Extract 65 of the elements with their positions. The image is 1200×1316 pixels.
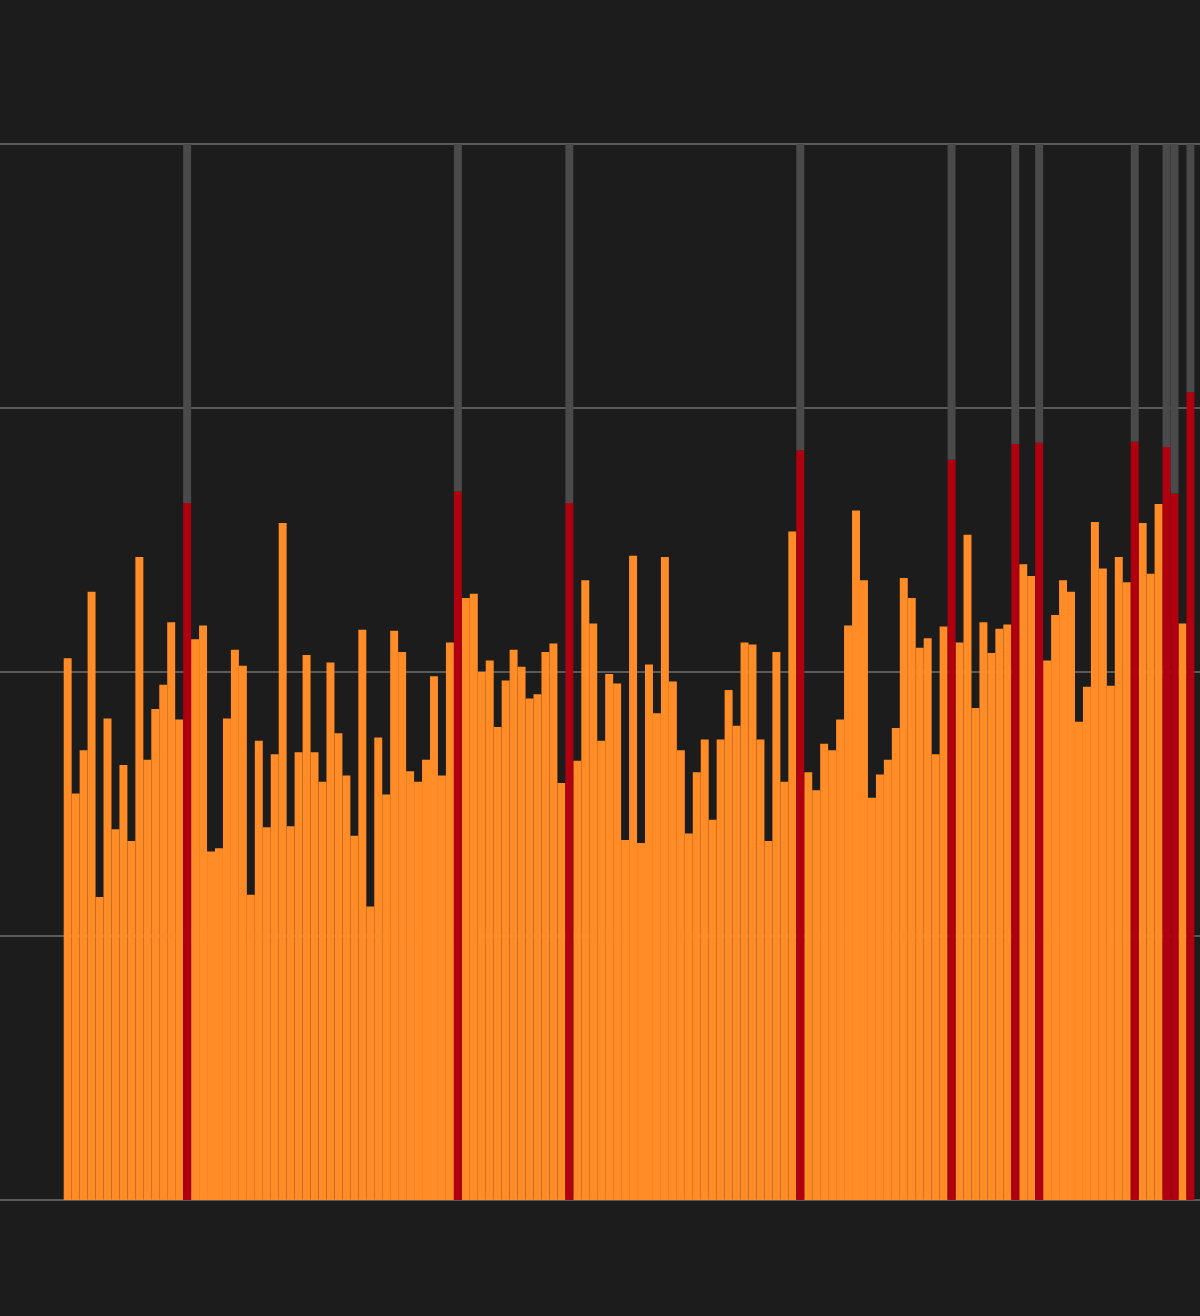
- bar: [1003, 624, 1012, 1200]
- bar: [549, 643, 558, 1200]
- bar: [796, 143, 805, 451]
- bar: [947, 459, 956, 1200]
- bar: [183, 503, 192, 1200]
- bar: [979, 622, 988, 1200]
- bar: [700, 739, 709, 1200]
- bar: [581, 580, 590, 1200]
- bar: [358, 629, 367, 1200]
- bar: [1130, 143, 1139, 442]
- bar: [565, 503, 574, 1200]
- bar: [1059, 580, 1068, 1200]
- bar: [390, 630, 399, 1200]
- bar: [1035, 143, 1044, 443]
- bar: [939, 626, 948, 1200]
- bar: [541, 651, 550, 1200]
- bar: [485, 660, 494, 1200]
- bar: [1154, 504, 1163, 1200]
- bar: [660, 556, 669, 1200]
- bar: [899, 578, 908, 1200]
- bar: [199, 625, 208, 1200]
- bar: [740, 642, 749, 1200]
- bar: [923, 638, 932, 1200]
- bar: [995, 628, 1004, 1200]
- bar: [453, 491, 462, 1200]
- bar: [804, 772, 813, 1200]
- bar: [788, 531, 797, 1200]
- bar: [63, 658, 72, 1200]
- bar: [445, 642, 454, 1200]
- bar: [230, 649, 239, 1200]
- bar: [326, 662, 335, 1200]
- bar: [254, 740, 263, 1200]
- bar: [453, 143, 462, 492]
- bar: [1035, 442, 1044, 1200]
- bar: [469, 593, 478, 1200]
- bar: [1186, 143, 1195, 393]
- bar: [1090, 522, 1099, 1200]
- bar: [796, 450, 805, 1200]
- bar: [1130, 441, 1139, 1200]
- bar: [183, 143, 192, 504]
- bar: [119, 764, 128, 1200]
- bar: [87, 591, 96, 1200]
- bar: [167, 622, 176, 1200]
- bar: [724, 689, 733, 1200]
- bar: [374, 737, 383, 1200]
- bar: [1138, 523, 1147, 1200]
- bar: [1170, 143, 1179, 494]
- bar: [1019, 564, 1028, 1200]
- bar: [135, 556, 144, 1200]
- bar: [820, 743, 829, 1200]
- bar: [509, 649, 518, 1200]
- bar: [1162, 447, 1171, 1200]
- bar: [629, 555, 638, 1200]
- bar: [1114, 556, 1123, 1200]
- bar: [772, 651, 781, 1200]
- bar: [605, 674, 614, 1200]
- bar: [278, 523, 287, 1200]
- bar: [461, 598, 470, 1200]
- bar: [565, 143, 574, 504]
- bar: [1011, 443, 1020, 1200]
- bar: [947, 143, 956, 460]
- bar: [645, 664, 653, 1200]
- bar: [302, 655, 311, 1200]
- bar: [1011, 143, 1020, 444]
- bar: [1186, 392, 1195, 1200]
